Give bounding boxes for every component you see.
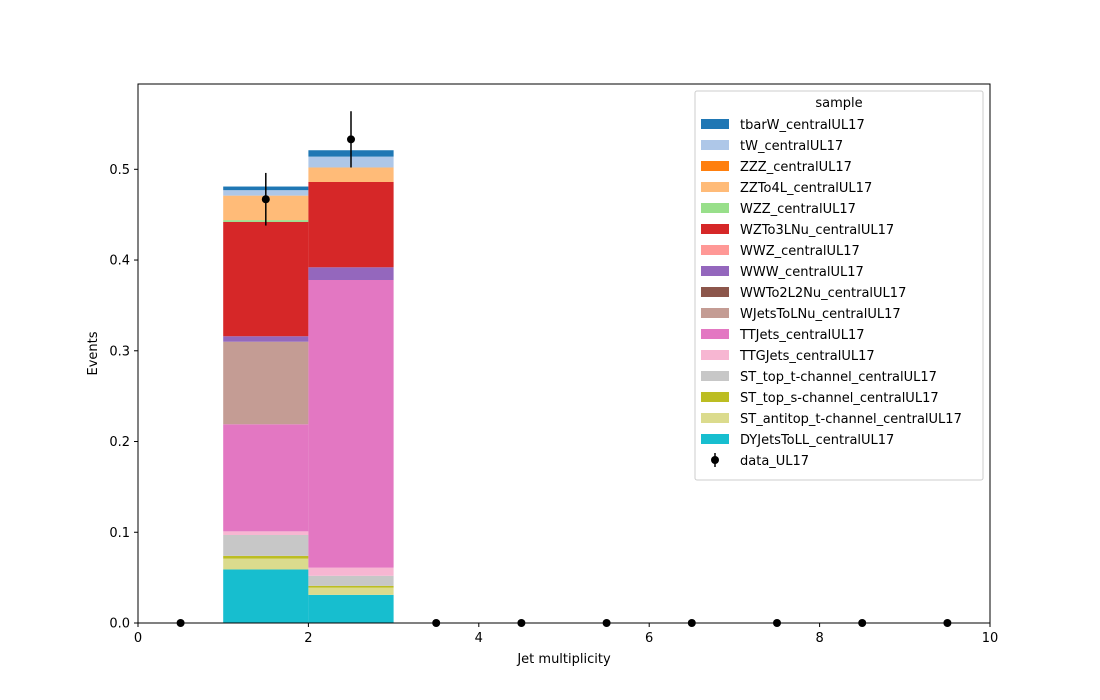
y-axis-ticks: 0.0 0.1 0.2 0.3 0.4 0.5 [109,163,138,632]
legend-label: TTGJets_centralUL17 [739,349,875,364]
legend-label: data_UL17 [740,454,809,469]
axes-frame [137,83,991,624]
legend-swatch [701,203,729,213]
y-tick-label: 0.4 [109,254,130,269]
legend-swatch [701,434,729,444]
legend-label: ST_antitop_t-channel_centralUL17 [740,412,962,427]
legend-label: TTJets_centralUL17 [739,328,865,343]
bar-segment-ST_antitop_t-channel_centralUL17-bin-2 [308,587,394,595]
bar-segment-TTJets_centralUL17-bin-2 [308,280,394,568]
x-tick-label: 0 [134,631,142,646]
x-tick-label: 10 [982,631,999,646]
legend-swatch [701,119,729,129]
y-tick-label: 0.2 [109,435,130,450]
bar-segment-TTGJets_centralUL17-bin-2 [308,567,394,576]
x-tick-label: 2 [304,631,312,646]
legend-swatch [701,245,729,255]
legend-label: ST_top_t-channel_centralUL17 [740,370,937,385]
bar-segment-TTJets_centralUL17-bin-1 [223,424,309,532]
legend-swatch [701,329,729,339]
y-axis-label: Events [86,331,101,375]
legend-box [694,90,984,481]
bar-segment-ST_antitop_t-channel_centralUL17-bin-1 [223,558,309,570]
legend-swatch [701,161,729,171]
legend-label: WJetsToLNu_centralUL17 [740,307,901,322]
bar-segment-WJetsToLNu_centralUL17-bin-1 [223,341,309,425]
legend-swatch [701,371,729,381]
x-tick-label: 6 [645,631,653,646]
x-axis-label: Jet multiplicity [516,652,611,667]
legend-label: DYJetsToLL_centralUL17 [740,433,894,448]
data-point-2 [347,135,355,144]
bar-segment-WWW_centralUL17-bin-1 [223,336,309,342]
y-tick-label: 0.0 [109,617,130,632]
legend-label: ST_top_s-channel_centralUL17 [740,391,939,406]
bar-segment-ST_top_t-channel_centralUL17-bin-1 [223,534,309,556]
y-tick-label: 0.5 [109,163,130,178]
x-tick-label: 4 [475,631,483,646]
legend-label: WZTo3LNu_centralUL17 [740,223,894,238]
legend-swatch [701,392,729,402]
bar-segment-WZTo3LNu_centralUL17-bin-1 [223,221,309,337]
legend-swatch [701,182,729,192]
bar-segment-ST_top_s-channel_centralUL17-bin-1 [223,555,309,559]
bar-segment-WWW_centralUL17-bin-2 [308,267,394,280]
legend-swatch [701,140,729,150]
legend-swatch [701,308,729,318]
y-tick-label: 0.1 [109,526,130,541]
legend: sample tbarW_centralUL17 tW_centralUL17 ZZ… [694,90,984,481]
legend-swatch [701,350,729,360]
legend-swatch [701,224,729,234]
bar-segment-TTGJets_centralUL17-bin-1 [223,531,309,535]
legend-label: tbarW_centralUL17 [740,118,865,133]
bar-segment-ST_top_t-channel_centralUL17-bin-2 [308,575,394,586]
legend-swatch [701,413,729,423]
legend-label: WWTo2L2Nu_centralUL17 [740,286,906,301]
x-axis-ticks: 0 2 4 6 8 10 [134,623,998,646]
x-tick-label: 8 [815,631,823,646]
legend-label: ZZTo4L_centralUL17 [740,181,872,196]
bar-segment-DYJetsToLL_centralUL17-bin-1 [223,569,309,623]
legend-label: ZZZ_centralUL17 [740,160,852,175]
y-tick-label: 0.3 [109,344,130,359]
legend-label: tW_centralUL17 [740,139,843,154]
data-point-1 [261,195,270,204]
legend-swatch [701,287,729,297]
bar-segment-ST_top_s-channel_centralUL17-bin-2 [308,585,394,588]
legend-label: WWW_centralUL17 [740,265,864,280]
legend-items: tbarW_centralUL17 tW_centralUL17 ZZZ_centr… [701,118,962,469]
legend-title: sample [815,96,862,111]
legend-data-marker [711,456,719,464]
stacked-bars [223,150,394,623]
legend-swatch [701,266,729,276]
bar-segment-WZTo3LNu_centralUL17-bin-2 [308,182,394,268]
bar-segment-ZZTo4L_centralUL17-bin-2 [308,167,394,182]
legend-label: WZZ_centralUL17 [740,202,856,217]
bar-segment-DYJetsToLL_centralUL17-bin-2 [308,594,394,623]
data-points [176,111,952,627]
legend-label: WWZ_centralUL17 [740,244,860,259]
